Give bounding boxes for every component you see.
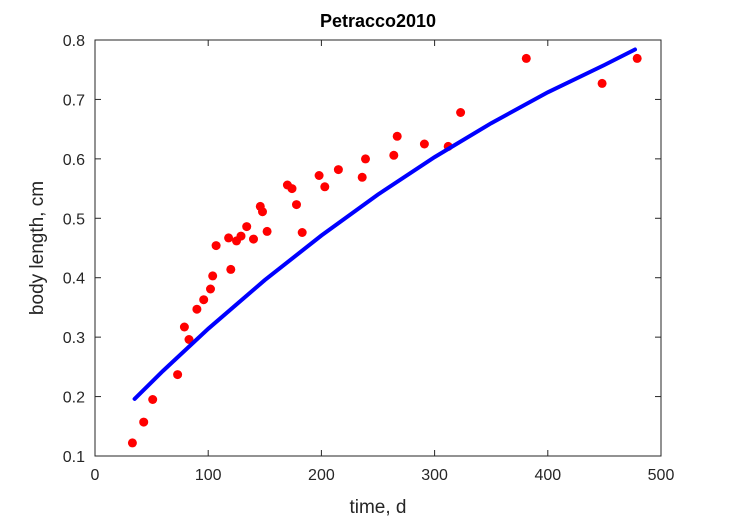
y-tick-label: 0.1 <box>63 449 85 466</box>
data-point <box>419 139 429 149</box>
data-point <box>127 438 137 448</box>
data-point <box>262 226 272 236</box>
data-point <box>392 131 402 141</box>
data-point <box>173 370 183 380</box>
data-point <box>292 200 301 210</box>
data-point <box>597 78 607 88</box>
data-point <box>206 284 215 294</box>
y-tick-label: 0.4 <box>63 271 85 288</box>
data-point <box>314 171 324 180</box>
x-tick-label: 0 <box>91 467 100 484</box>
tick-layer: 0 100 200 300 400 500 0.1 0.2 0.3 0.4 0.5 0.6 0.7 0.8 <box>63 33 675 484</box>
data-point <box>208 271 218 281</box>
x-tick-label: 500 <box>648 467 675 484</box>
fit-curve <box>132 47 637 401</box>
data-point <box>357 172 367 182</box>
data-point <box>199 295 209 305</box>
data-point <box>297 228 307 237</box>
data-point <box>389 150 399 160</box>
y-tick-label: 0.6 <box>63 152 85 169</box>
plot-area <box>95 40 661 456</box>
data-point <box>192 304 202 314</box>
y-tick-label: 0.3 <box>63 330 85 347</box>
x-tick-label: 100 <box>195 467 222 484</box>
data-point <box>139 417 149 427</box>
x-tick-label: 300 <box>421 467 448 484</box>
data-point <box>456 108 466 117</box>
y-axis-label: body length, cm <box>27 181 48 315</box>
data-point <box>211 241 221 251</box>
x-axis-label: time, d <box>349 497 406 518</box>
data-point <box>521 53 531 63</box>
data-point <box>361 154 370 164</box>
data-point <box>226 264 236 274</box>
data-point <box>333 165 343 175</box>
data-layer <box>127 47 642 448</box>
data-point <box>249 234 258 244</box>
y-tick-label: 0.8 <box>63 33 85 50</box>
data-point <box>320 182 330 192</box>
data-point <box>632 53 642 63</box>
data-point <box>236 231 246 241</box>
data-point <box>287 184 297 194</box>
y-tick-label: 0.5 <box>63 211 85 228</box>
chart-title: Petracco2010 <box>320 11 436 31</box>
data-point <box>258 207 267 217</box>
x-tick-label: 200 <box>308 467 335 484</box>
data-point <box>184 335 194 344</box>
axes-box <box>94 39 662 457</box>
x-tick-label: 400 <box>534 467 561 484</box>
data-point <box>179 322 189 332</box>
y-tick-label: 0.7 <box>63 92 85 109</box>
data-point <box>148 395 158 404</box>
y-tick-label: 0.2 <box>63 390 85 407</box>
data-point <box>242 222 252 232</box>
data-point <box>224 233 234 243</box>
